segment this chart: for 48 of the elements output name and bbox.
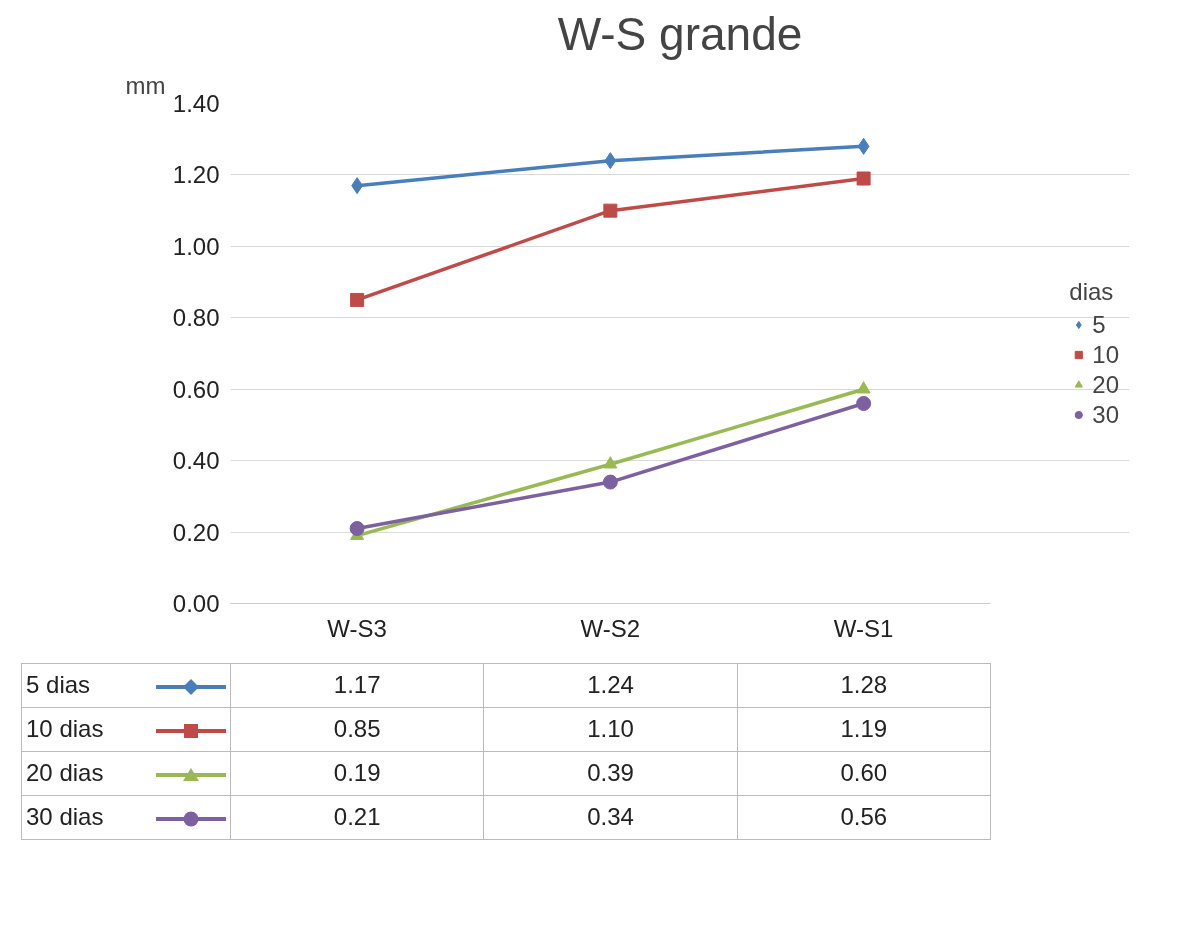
y-tick-label: 1.20 bbox=[172, 161, 220, 189]
text: 5 bbox=[26, 671, 40, 699]
y-axis-title: mm bbox=[125, 71, 166, 99]
point bbox=[604, 152, 617, 170]
point bbox=[350, 292, 365, 307]
legend-label: 30 bbox=[1092, 400, 1119, 429]
y-tick-label: 0.60 bbox=[172, 375, 220, 403]
data-label: 0.21 bbox=[230, 795, 484, 840]
point bbox=[602, 474, 618, 490]
point bbox=[349, 521, 365, 536]
data-label: 0.60 bbox=[737, 751, 991, 796]
text: dias bbox=[46, 671, 91, 699]
y-tick-label: 0.00 bbox=[172, 590, 220, 617]
point bbox=[857, 137, 870, 155]
text: 10 bbox=[26, 715, 53, 743]
point bbox=[856, 396, 872, 411]
data-label: 1.10 bbox=[483, 707, 738, 752]
legend-label: 10 bbox=[1092, 340, 1119, 369]
point bbox=[856, 171, 871, 186]
x-tick-label: W-S3 bbox=[327, 614, 387, 642]
point bbox=[603, 456, 618, 469]
data-label: 1.17 bbox=[230, 663, 484, 708]
point bbox=[856, 381, 871, 394]
data-label: 0.19 bbox=[230, 751, 484, 796]
chart-title: W-S grande bbox=[557, 7, 803, 60]
data-label: 0.85 bbox=[230, 707, 484, 752]
y-tick-label: 1.00 bbox=[172, 232, 220, 260]
data-label: 1.24 bbox=[483, 663, 738, 708]
y-tick-label: 1.40 bbox=[172, 90, 220, 117]
legend-title: dias bbox=[1069, 277, 1115, 306]
text: dias bbox=[59, 715, 104, 743]
data-label: 1.28 bbox=[737, 663, 991, 708]
data-label: 0.56 bbox=[737, 795, 991, 840]
data-label: 0.39 bbox=[483, 751, 738, 796]
y-tick-label: 0.20 bbox=[172, 518, 220, 546]
x-tick-label: W-S1 bbox=[833, 614, 894, 642]
text: dias bbox=[59, 759, 104, 787]
text: 20 bbox=[26, 759, 53, 787]
y-tick-label: 0.80 bbox=[172, 304, 220, 332]
legend-label: 5 bbox=[1092, 310, 1107, 339]
y-tick-label: 0.40 bbox=[172, 447, 220, 475]
text: dias bbox=[59, 803, 104, 831]
text: 30 bbox=[26, 803, 53, 831]
point bbox=[603, 203, 618, 218]
data-label: 1.19 bbox=[737, 707, 991, 752]
data-label: 0.34 bbox=[483, 795, 738, 840]
x-tick-label: W-S2 bbox=[580, 614, 641, 642]
legend-label: 20 bbox=[1092, 370, 1119, 399]
